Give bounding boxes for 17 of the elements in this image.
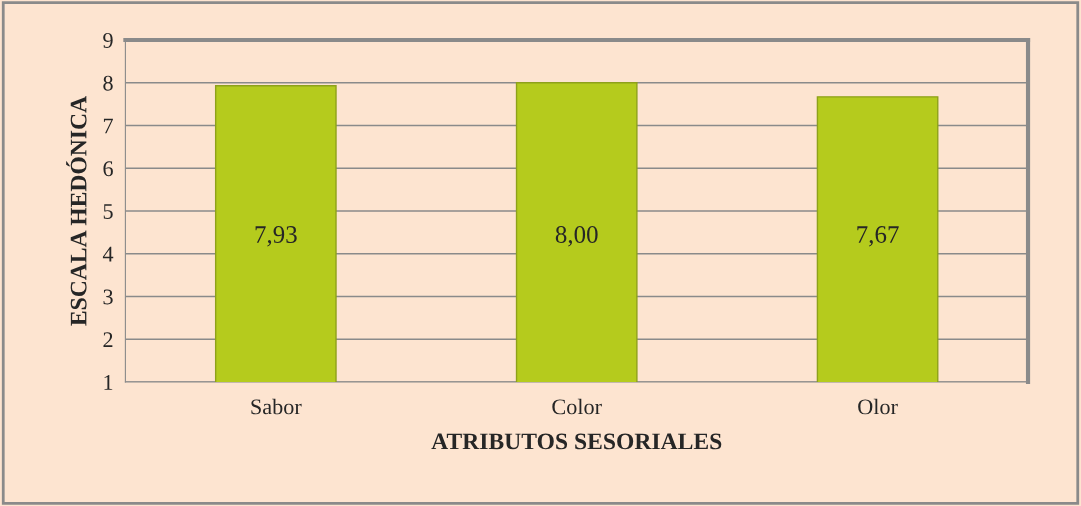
x-tick-label: Color bbox=[552, 398, 602, 415]
y-tick-label: 5 bbox=[103, 204, 113, 219]
y-tick-label: 6 bbox=[103, 161, 113, 177]
x-axis-title: ATRIBUTOS SESORIALES bbox=[431, 433, 722, 450]
data-label: 7,67 bbox=[857, 226, 899, 247]
y-tick-label: 4 bbox=[102, 246, 114, 262]
x-tick-label: Olor bbox=[858, 398, 898, 415]
y-tick-label: 2 bbox=[103, 332, 113, 347]
data-label: 7,93 bbox=[255, 226, 297, 247]
y-tick-label: 3 bbox=[103, 289, 113, 305]
y-tick-label: 9 bbox=[103, 32, 113, 48]
y-tick-label: 1 bbox=[104, 375, 113, 390]
y-tick-label: 7 bbox=[103, 118, 113, 134]
y-axis-title: ESCALA HEDÓNICA bbox=[66, 96, 87, 326]
y-tick-label: 8 bbox=[103, 75, 113, 91]
x-tick-label: Sabor bbox=[251, 398, 302, 415]
data-label: 8,00 bbox=[555, 226, 598, 247]
